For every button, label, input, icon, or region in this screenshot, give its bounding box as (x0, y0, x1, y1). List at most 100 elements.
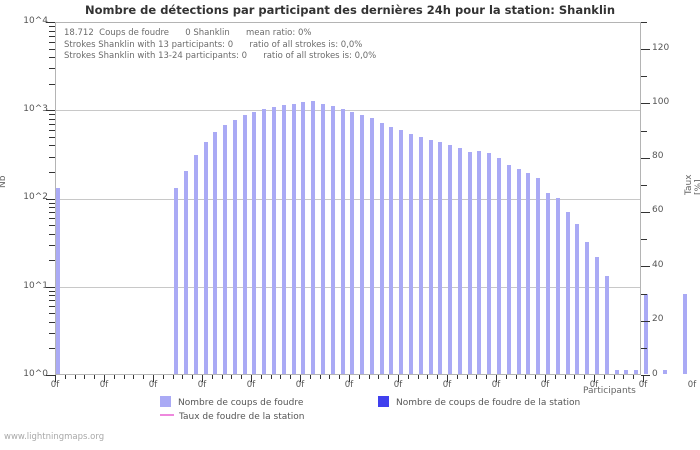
gridline (56, 199, 640, 200)
x-axis-tick (545, 375, 546, 382)
x-axis-tick (319, 375, 321, 379)
legend-label: Nombre de coups de foudre de la station (396, 398, 581, 408)
bar (321, 104, 325, 374)
bar (380, 123, 384, 374)
axis-tick (641, 266, 650, 268)
bar (556, 198, 560, 374)
x-axis-tick (603, 375, 605, 379)
bar (663, 370, 667, 374)
x-axis-tick (123, 375, 125, 379)
x-axis-tick-label: 0f (491, 380, 501, 390)
page-title: Nombre de détections par participant des… (84, 3, 616, 17)
bar (575, 224, 579, 374)
x-axis-tick (427, 375, 429, 379)
legend-swatch-icon (378, 396, 389, 407)
y2-axis-tick-label: 40 (652, 260, 664, 270)
bar (585, 242, 589, 374)
x-axis-tick (55, 375, 56, 382)
bar (429, 140, 433, 374)
axis-tick (49, 207, 55, 209)
axis-tick (641, 103, 650, 105)
x-axis-tick (300, 375, 301, 382)
bar (477, 151, 481, 374)
axis-tick (49, 295, 55, 297)
x-axis-tick (192, 375, 194, 379)
bar (262, 109, 266, 374)
axis-tick (49, 212, 55, 214)
legend-item-strokes[interactable]: Nombre de coups de foudre (160, 396, 303, 408)
x-axis-tick (564, 375, 566, 379)
watermark: www.lightningmaps.org (4, 432, 105, 442)
x-axis-tick (290, 375, 292, 379)
y2-axis-tick-label: 100 (652, 97, 670, 107)
axis-tick (49, 35, 55, 37)
x-axis-tick (437, 375, 439, 379)
axis-tick (49, 202, 55, 204)
axis-tick (49, 218, 55, 220)
x-axis-tick (172, 375, 174, 379)
bar (497, 158, 501, 374)
y2-axis-tick-label: 0 (652, 369, 658, 379)
axis-tick (49, 260, 55, 262)
x-axis-tick (221, 375, 223, 379)
bar (341, 109, 345, 374)
x-axis-tick (153, 375, 154, 382)
bar (605, 276, 609, 374)
x-axis-tick (349, 375, 350, 382)
x-axis-tick (84, 375, 86, 379)
axis-tick (49, 348, 55, 350)
bar (370, 118, 374, 374)
axis-tick (49, 233, 55, 235)
x-axis-tick (104, 375, 105, 382)
x-axis-tick (643, 375, 644, 382)
legend-item-station-rate[interactable]: Taux de foudre de la station (160, 412, 304, 422)
y2-axis-tick-label: 20 (652, 314, 664, 324)
x-axis-tick-label: 0f (197, 380, 207, 390)
axis-tick (641, 320, 650, 322)
axis-tick (49, 136, 55, 138)
axis-tick (49, 172, 55, 174)
bar (448, 145, 452, 374)
y2-axis-title: Taux [%] (684, 174, 700, 195)
x-axis-tick (280, 375, 282, 379)
bar (184, 171, 188, 374)
axis-tick (49, 300, 55, 302)
axis-tick (641, 239, 647, 241)
x-axis-tick (270, 375, 272, 379)
x-axis-tick (94, 375, 96, 379)
x-axis-tick (525, 375, 527, 379)
axis-tick (49, 118, 55, 120)
x-axis-tick (339, 375, 341, 379)
annotation-line-3: Strokes Shanklin with 13-24 participants… (64, 51, 377, 61)
axis-tick (641, 212, 650, 214)
bar (644, 294, 648, 374)
axis-tick (641, 347, 647, 349)
bar (409, 134, 413, 374)
bar (223, 125, 227, 374)
y-axis-tick-label: 10^2 (23, 192, 48, 202)
x-axis-tick (143, 375, 145, 379)
legend-item-station-strokes[interactable]: Nombre de coups de foudre de la station (378, 396, 580, 408)
y-axis-tick-label: 10^1 (23, 281, 48, 291)
gridline (56, 287, 640, 288)
y2-axis-tick-label: 80 (652, 151, 664, 161)
bar (204, 142, 208, 374)
axis-tick (641, 49, 650, 51)
x-axis-tick-label: 0f (442, 380, 452, 390)
annotation-line-1: 18.712 Coups de foudre 0 Shanklin mean r… (64, 28, 312, 38)
axis-tick (49, 290, 55, 292)
axis-tick (49, 41, 55, 43)
x-axis-tick (496, 375, 497, 382)
bar (468, 152, 472, 374)
axis-tick (46, 286, 55, 288)
axis-tick (46, 375, 55, 376)
legend-label: Nombre de coups de foudre (178, 398, 304, 408)
bar (546, 193, 550, 374)
x-axis-tick (358, 375, 360, 379)
x-axis-tick (613, 375, 615, 379)
x-axis-tick (456, 375, 458, 379)
axis-tick (641, 130, 647, 132)
bar (507, 165, 511, 374)
axis-tick (49, 48, 55, 50)
bar (399, 130, 403, 374)
